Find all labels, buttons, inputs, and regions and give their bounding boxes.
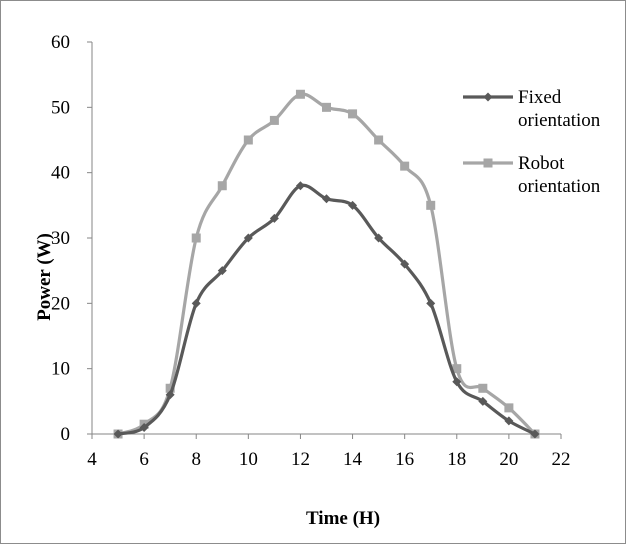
data-point — [217, 266, 227, 276]
data-point — [374, 135, 384, 145]
data-point — [504, 403, 514, 413]
data-point — [426, 298, 436, 308]
legend-label: orientation — [518, 110, 601, 131]
data-point — [452, 377, 462, 387]
data-point — [269, 213, 279, 223]
data-point — [243, 135, 253, 145]
data-point — [478, 396, 488, 406]
series-layer — [113, 89, 540, 439]
x-tick-label: 4 — [87, 449, 97, 470]
series-line — [117, 92, 537, 436]
y-tick-label: 30 — [51, 228, 70, 249]
legend-label: Fixed — [518, 87, 562, 108]
axes — [91, 42, 561, 435]
data-point — [374, 233, 384, 243]
legend-label: orientation — [518, 176, 601, 197]
data-point — [295, 89, 305, 99]
y-tick-labels: 0 10 20 30 40 50 60 — [51, 32, 92, 445]
data-point — [348, 200, 358, 210]
data-point — [269, 115, 279, 125]
data-point — [191, 233, 201, 243]
y-tick-label: 20 — [51, 293, 70, 314]
x-axis-title: Time (H) — [306, 508, 380, 529]
data-point — [191, 298, 201, 308]
x-tick-label: 22 — [552, 449, 571, 470]
x-tick-label: 6 — [139, 449, 149, 470]
data-point — [478, 383, 488, 393]
data-point — [400, 259, 410, 269]
data-point — [165, 383, 175, 393]
legend-marker — [483, 158, 493, 168]
y-tick-label: 60 — [51, 32, 70, 53]
data-point — [322, 194, 331, 204]
series-fixed — [113, 181, 540, 439]
y-tick-label: 10 — [51, 359, 70, 380]
data-point — [113, 429, 123, 439]
y-tick-label: 0 — [61, 424, 71, 445]
data-point — [165, 390, 175, 400]
data-point — [322, 102, 331, 112]
data-point — [217, 181, 227, 191]
data-point — [400, 161, 410, 171]
y-axis-title: Power (W) — [34, 233, 55, 321]
x-tick-label: 16 — [395, 449, 414, 470]
data-point — [348, 109, 358, 119]
data-point — [530, 429, 540, 439]
legend-marker — [483, 92, 493, 102]
x-tick-label: 8 — [191, 449, 201, 470]
y-tick-label: 50 — [51, 97, 70, 118]
data-point — [243, 233, 253, 243]
x-tick-label: 14 — [343, 449, 363, 470]
series-line — [117, 183, 536, 436]
x-tick-label: 12 — [291, 449, 310, 470]
y-tick-label: 40 — [51, 163, 70, 184]
x-tick-label: 18 — [447, 449, 466, 470]
data-point — [504, 416, 514, 426]
data-point — [139, 422, 149, 432]
x-tick-label: 10 — [239, 449, 258, 470]
x-tick-label: 20 — [499, 449, 518, 470]
data-point — [452, 364, 462, 374]
x-tick-labels: 4 6 8 10 12 14 16 18 20 22 — [87, 434, 571, 470]
legend-label: Robot — [518, 153, 565, 174]
data-point — [426, 200, 436, 210]
data-point — [295, 181, 305, 191]
series-robot — [113, 89, 540, 439]
